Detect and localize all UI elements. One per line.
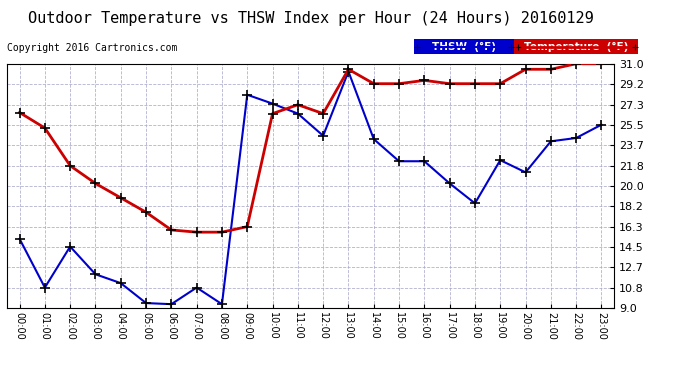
Text: Outdoor Temperature vs THSW Index per Hour (24 Hours) 20160129: Outdoor Temperature vs THSW Index per Ho… — [28, 11, 593, 26]
Text: Temperature  (°F): Temperature (°F) — [524, 42, 629, 52]
Text: THSW  (°F): THSW (°F) — [432, 42, 496, 52]
Text: Copyright 2016 Cartronics.com: Copyright 2016 Cartronics.com — [7, 43, 177, 53]
